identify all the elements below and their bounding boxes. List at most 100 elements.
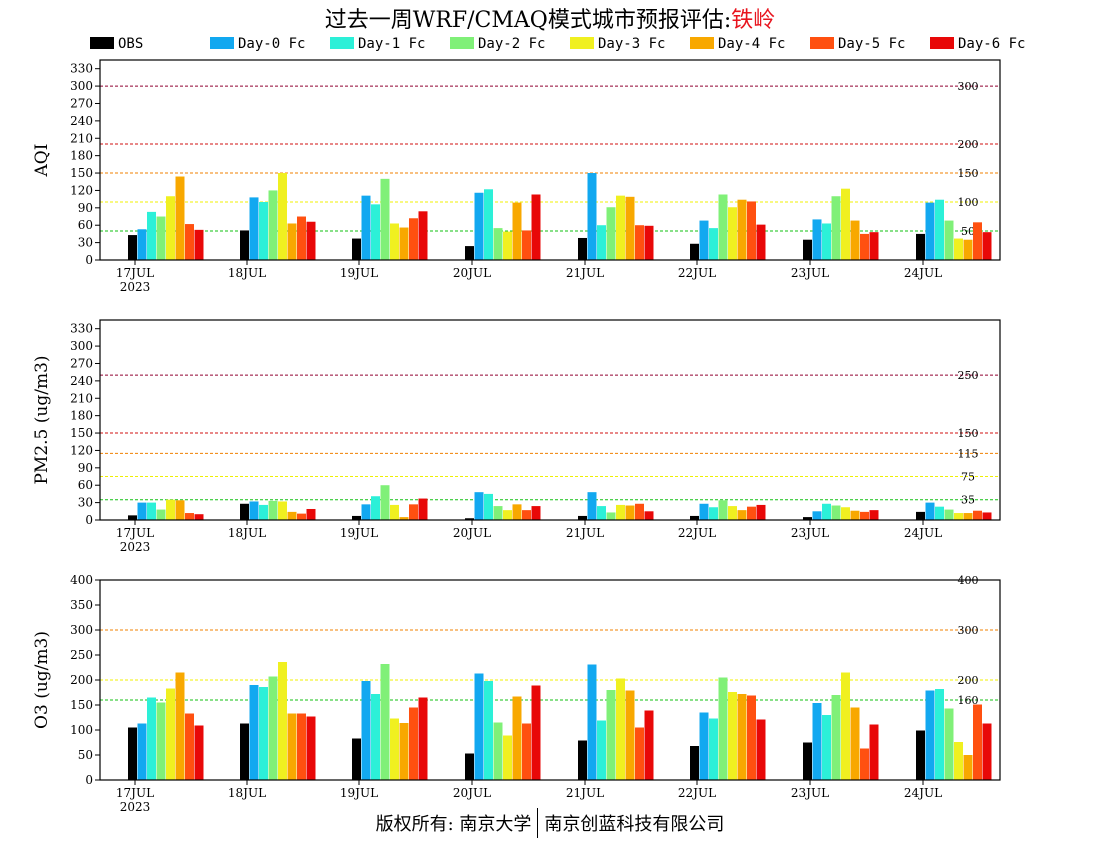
x-tick-label: 20JUL [453,526,491,540]
bar [756,504,766,520]
bar [860,748,869,780]
y-tick-label: 90 [78,201,93,215]
bar [728,506,737,520]
bar [737,510,747,520]
bar [399,723,409,780]
bar [409,218,418,260]
y-tick-label: 100 [70,723,93,737]
y-tick-label: 210 [70,391,93,405]
bar [756,719,766,780]
bar [418,498,428,520]
threshold-label: 75 [961,471,975,484]
plot-frame [99,319,1001,521]
threshold-label: 250 [958,369,979,382]
bar [699,712,709,780]
bar [616,678,625,780]
bar [709,228,718,260]
x-tick-label: 19JUL [340,786,378,800]
bar [578,237,587,260]
bar [493,722,503,780]
bar [747,506,756,520]
bar [175,672,185,780]
x-year-label: 2023 [120,540,151,554]
bar [259,504,268,520]
y-tick-label: 250 [70,648,93,662]
y-tick-label: 0 [85,253,93,267]
bar [380,178,390,260]
bar [812,219,822,260]
x-tick-label: 21JUL [566,266,604,280]
x-tick-label: 22JUL [678,266,716,280]
legend-swatch [90,37,114,49]
bar [512,696,522,780]
bar [240,230,249,260]
bar [194,725,204,780]
bar [718,500,728,520]
bar [690,746,699,780]
bar [944,220,954,260]
bar [635,727,644,780]
y-axis-label: PM2.5 (ug/m3) [32,355,52,484]
footer-right: 南京创蓝科技有限公司 [544,814,725,835]
x-tick-label: 20JUL [453,786,491,800]
bar [185,224,194,260]
bar [418,697,428,780]
bar [156,702,166,780]
bar [166,196,175,260]
y-tick-label: 300 [70,79,93,93]
bar [418,211,428,260]
bar [531,506,541,520]
bar [718,677,728,780]
y-tick-label: 60 [78,478,93,492]
bar [128,235,137,260]
legend-label: OBS [118,36,144,52]
bar [812,703,822,780]
bar [822,223,831,260]
bar [699,503,709,520]
plot-frame [99,59,1001,261]
bar [240,503,249,520]
x-tick-label: 17JUL [116,266,154,280]
bar [278,662,287,780]
bar [465,246,474,260]
footer-left: 版权所有: 南京大学 [375,814,532,835]
bar [185,513,194,520]
bar [973,510,982,520]
x-tick-label: 18JUL [228,266,266,280]
bar [578,515,587,520]
bar [728,207,737,260]
x-tick-label: 23JUL [791,266,829,280]
legend-label: Day-2 Fc [478,36,546,52]
bar [399,227,409,260]
bar [240,723,249,780]
bar [352,515,361,520]
legend-swatch [690,37,714,49]
bar [268,500,278,520]
bar [137,723,147,780]
bar [306,508,316,520]
bar [390,223,399,260]
bar [474,673,484,780]
y-tick-label: 150 [70,698,93,712]
bar [156,216,166,260]
bar [747,695,756,780]
bar [522,723,531,780]
bar [831,505,841,520]
bar [709,718,718,780]
legend-label: Day-3 Fc [598,36,666,52]
bar [597,506,606,520]
y-tick-label: 60 [78,218,93,232]
y-tick-label: 400 [70,573,93,587]
bar [175,500,185,520]
y-tick-label: 200 [70,673,93,687]
legend-item-day-6-fc: Day-6 Fc [930,35,1025,53]
bar [831,695,841,780]
bar [287,511,297,520]
y-axis-label: O3 (ug/m3) [32,631,52,729]
legend-swatch [210,37,234,49]
chart-panel-3: O3 (ug/m3) 0 50 100 150 200 250 300 350 400 160 200… [32,573,1001,814]
x-tick-label: 19JUL [340,266,378,280]
bar [982,232,992,260]
bar [380,485,390,520]
bar [944,509,954,520]
